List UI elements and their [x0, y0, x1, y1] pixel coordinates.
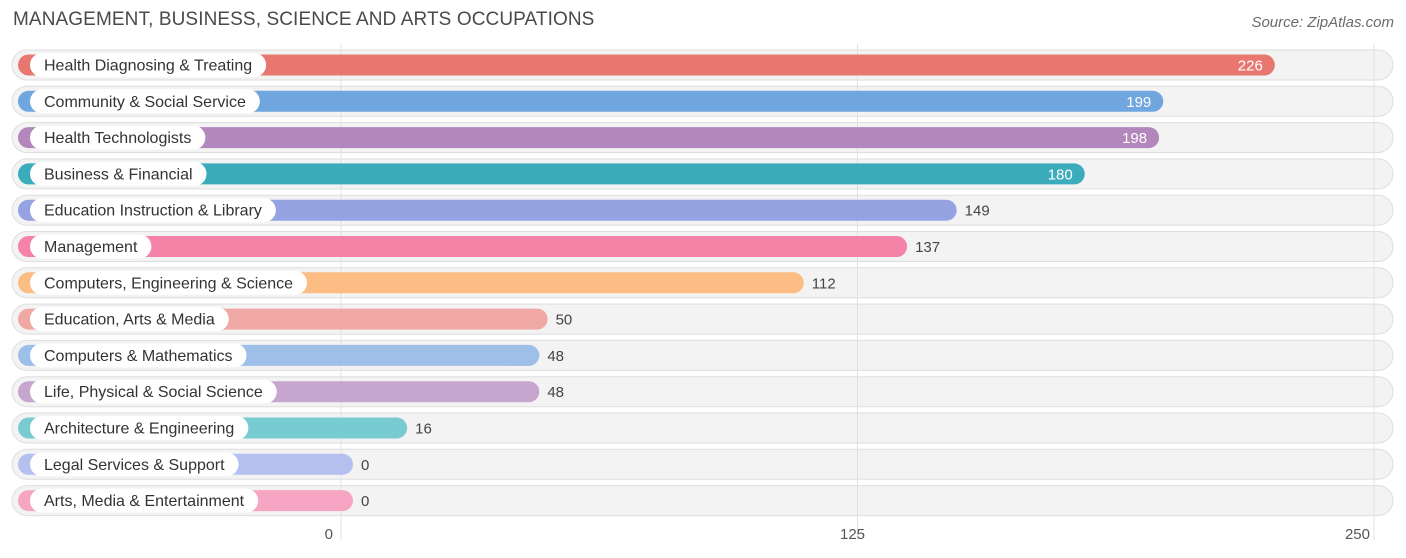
category-label-pill — [30, 488, 259, 513]
category-label: Education Instruction & Library — [44, 203, 262, 220]
category-label-pill — [30, 161, 207, 186]
category-label-pill — [30, 234, 152, 259]
category-label-pill — [30, 89, 260, 114]
value-label: 112 — [812, 275, 836, 292]
x-tick-label: 125 — [840, 526, 865, 543]
category-label-pill — [30, 198, 276, 223]
bars: Health Diagnosing & Treating 226 Community… — [18, 53, 1275, 513]
value-label: 48 — [547, 348, 564, 365]
value-label: 198 — [1122, 130, 1147, 147]
category-label: Legal Services & Support — [44, 457, 225, 474]
value-label: 149 — [965, 203, 990, 220]
x-axis: 0 125 250 — [325, 526, 1370, 543]
category-label: Computers & Mathematics — [44, 348, 233, 365]
value-label: 16 — [415, 421, 432, 438]
category-label: Computers, Engineering & Science — [44, 275, 293, 292]
value-label: 50 — [556, 312, 573, 329]
category-label: Arts, Media & Entertainment — [44, 493, 245, 510]
category-label-pill — [30, 53, 267, 77]
bar — [18, 54, 1275, 76]
category-label: Community & Social Service — [44, 94, 246, 111]
category-label: Health Technologists — [44, 130, 191, 147]
chart-title: MANAGEMENT, BUSINESS, SCIENCE AND ARTS O… — [13, 9, 595, 30]
bar — [18, 127, 1160, 149]
category-label-pill — [30, 343, 247, 368]
category-label: Architecture & Engineering — [44, 421, 234, 438]
value-label: 180 — [1048, 166, 1073, 183]
category-label: Business & Financial — [44, 166, 193, 183]
row-track — [11, 485, 1394, 517]
value-label: 48 — [547, 384, 564, 401]
bar — [18, 90, 1164, 112]
x-tick-label: 250 — [1345, 526, 1370, 543]
value-label: 0 — [361, 457, 369, 474]
category-label-pill — [30, 452, 239, 477]
category-label-pill — [30, 125, 206, 150]
row-track — [11, 448, 1394, 480]
bar — [18, 236, 908, 257]
category-label: Education, Arts & Media — [44, 312, 215, 329]
category-label: Health Diagnosing & Treating — [44, 58, 252, 75]
category-label: Management — [44, 239, 138, 256]
category-label-pill — [30, 379, 277, 404]
value-label: 137 — [915, 239, 940, 256]
value-label: 226 — [1238, 58, 1263, 75]
category-label-pill — [30, 270, 308, 295]
chart-source: Source: ZipAtlas.com — [1251, 14, 1394, 31]
category-label-pill — [30, 416, 249, 440]
category-label: Life, Physical & Social Science — [44, 384, 263, 401]
value-label: 199 — [1126, 94, 1151, 111]
x-tick-label: 0 — [325, 526, 333, 543]
value-label: 0 — [361, 493, 369, 510]
category-label-pill — [30, 307, 229, 332]
bar — [18, 163, 1085, 185]
